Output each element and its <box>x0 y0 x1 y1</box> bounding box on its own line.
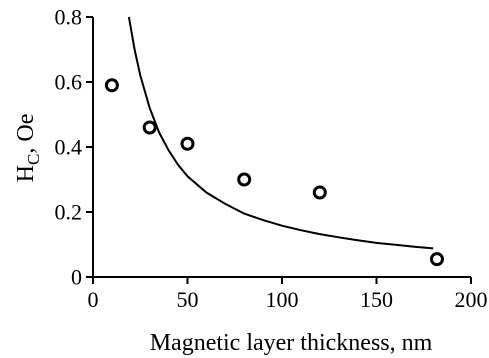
data-point <box>180 136 195 151</box>
data-point <box>142 120 157 135</box>
y-tick-label: 0 <box>71 265 82 290</box>
data-point <box>312 185 327 200</box>
x-tick-label: 150 <box>360 287 393 312</box>
y-axis-title: HC, Oe <box>13 114 43 183</box>
y-tick-label: 0.8 <box>55 5 83 30</box>
data-points <box>104 78 444 267</box>
fit-curve <box>127 16 434 250</box>
plot-area: 0 0.2 0.4 0.6 0.8 0 50 100 150 200 <box>55 5 488 313</box>
data-point <box>104 78 119 93</box>
y-axis-title-main: H <box>13 165 39 182</box>
y-tick-label: 0.4 <box>55 135 83 160</box>
x-tick-label: 100 <box>266 287 299 312</box>
x-axis-ticks: 0 50 100 150 200 <box>88 277 488 312</box>
y-axis-title-rest: , Oe <box>13 114 39 154</box>
y-tick-label: 0.6 <box>55 70 83 95</box>
y-tick-label: 0.2 <box>55 200 83 225</box>
x-tick-label: 0 <box>88 287 99 312</box>
y-axis-ticks: 0 0.2 0.4 0.6 0.8 <box>55 5 93 290</box>
x-tick-label: 200 <box>455 287 488 312</box>
x-axis-title: Magnetic layer thickness, nm <box>150 330 433 356</box>
data-point <box>429 252 444 267</box>
y-axis-title-subscript: C <box>24 154 43 165</box>
x-tick-label: 50 <box>177 287 199 312</box>
data-point <box>237 172 252 187</box>
